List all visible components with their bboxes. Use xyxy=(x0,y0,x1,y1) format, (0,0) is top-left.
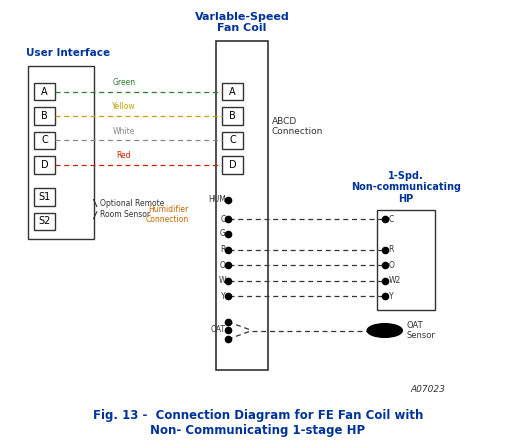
Text: S2: S2 xyxy=(38,216,51,226)
Text: OAT
Sensor: OAT Sensor xyxy=(406,321,435,340)
Text: Y: Y xyxy=(221,292,226,301)
Text: B: B xyxy=(229,111,236,121)
Text: A: A xyxy=(230,87,236,97)
Text: O: O xyxy=(389,261,394,270)
Text: Red: Red xyxy=(117,151,131,160)
FancyBboxPatch shape xyxy=(222,132,244,149)
FancyBboxPatch shape xyxy=(34,132,55,149)
Text: A07023: A07023 xyxy=(410,385,445,394)
Text: Optional Remote
Room Sensor: Optional Remote Room Sensor xyxy=(100,199,164,219)
FancyBboxPatch shape xyxy=(28,66,94,239)
FancyBboxPatch shape xyxy=(222,107,244,125)
Text: OAT: OAT xyxy=(211,325,226,334)
Text: S1: S1 xyxy=(38,192,51,202)
Text: R: R xyxy=(220,245,226,254)
Text: 1-Spd.
Non-communicating
HP: 1-Spd. Non-communicating HP xyxy=(351,171,461,204)
FancyBboxPatch shape xyxy=(34,156,55,174)
Text: Y: Y xyxy=(389,292,393,301)
Text: Green: Green xyxy=(112,78,135,87)
Text: User Interface: User Interface xyxy=(26,49,110,58)
FancyBboxPatch shape xyxy=(34,188,55,206)
FancyBboxPatch shape xyxy=(34,107,55,125)
Text: G: G xyxy=(220,229,226,239)
FancyBboxPatch shape xyxy=(216,41,268,370)
Text: Humidifier
Connection: Humidifier Connection xyxy=(146,205,189,224)
Text: Fig. 13 -  Connection Diagram for FE Fan Coil with
Non- Communicating 1-stage HP: Fig. 13 - Connection Diagram for FE Fan … xyxy=(93,409,423,438)
Text: C: C xyxy=(229,135,236,145)
FancyBboxPatch shape xyxy=(222,156,244,174)
Text: D: D xyxy=(41,160,48,170)
Text: Yellow: Yellow xyxy=(112,102,136,111)
FancyBboxPatch shape xyxy=(377,210,435,310)
FancyBboxPatch shape xyxy=(34,83,55,100)
Text: W: W xyxy=(218,276,226,285)
Text: C: C xyxy=(41,135,48,145)
Text: O: O xyxy=(220,261,226,270)
Text: C: C xyxy=(389,215,394,224)
Text: White: White xyxy=(113,126,135,136)
Text: W2: W2 xyxy=(389,276,401,285)
Text: Varlable-Speed
Fan Coil: Varlable-Speed Fan Coil xyxy=(194,11,290,33)
Text: ABCD
Connection: ABCD Connection xyxy=(271,117,323,137)
Text: B: B xyxy=(41,111,48,121)
Text: D: D xyxy=(229,160,236,170)
FancyBboxPatch shape xyxy=(34,213,55,230)
Text: C: C xyxy=(221,215,226,224)
Ellipse shape xyxy=(367,324,402,337)
Text: R: R xyxy=(389,245,394,254)
FancyBboxPatch shape xyxy=(222,83,244,100)
Text: HUM: HUM xyxy=(208,195,226,204)
Text: A: A xyxy=(41,87,48,97)
